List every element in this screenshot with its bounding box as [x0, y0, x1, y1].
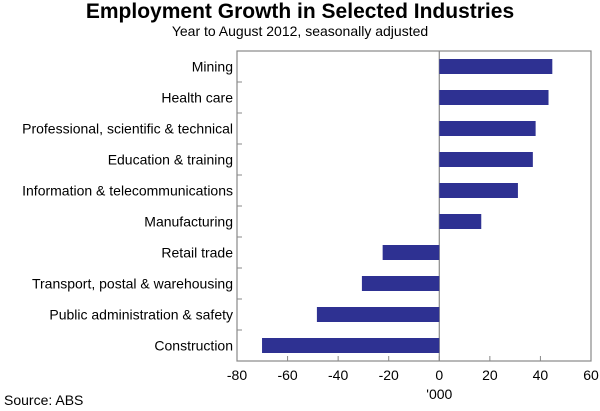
bar	[316, 307, 440, 322]
x-tick-label: -40	[328, 367, 348, 383]
chart-title: Employment Growth in Selected Industries	[85, 0, 515, 23]
category-label: Education & training	[108, 152, 233, 168]
x-tick-label: -80	[227, 367, 247, 383]
bar	[439, 214, 482, 229]
bar	[439, 121, 536, 136]
x-tick-label: 20	[482, 367, 498, 383]
category-label: Transport, postal & warehousing	[32, 276, 233, 292]
x-tick-label: -20	[379, 367, 399, 383]
category-label: Health care	[161, 90, 233, 106]
bar	[439, 59, 553, 74]
category-label: Retail trade	[161, 245, 233, 261]
bar	[439, 152, 533, 167]
x-tick-label: -60	[277, 367, 297, 383]
category-label: Mining	[192, 59, 233, 75]
bar	[382, 245, 440, 260]
category-label: Construction	[154, 338, 233, 354]
category-label: Manufacturing	[144, 214, 233, 230]
bar	[439, 90, 549, 105]
bar	[361, 276, 440, 291]
chart-subtitle: Year to August 2012, seasonally adjusted	[171, 23, 429, 39]
bar	[262, 338, 440, 353]
x-tick-label: 60	[583, 367, 599, 383]
x-tick-label: 40	[533, 367, 549, 383]
category-label: Public administration & safety	[49, 307, 233, 323]
source-note: Source: ABS	[4, 392, 84, 408]
category-label: Information & telecommunications	[22, 183, 233, 199]
category-label: Professional, scientific & technical	[22, 121, 233, 137]
bar	[439, 183, 518, 198]
x-axis-label: '000	[426, 386, 452, 402]
x-tick-label: 0	[435, 367, 443, 383]
